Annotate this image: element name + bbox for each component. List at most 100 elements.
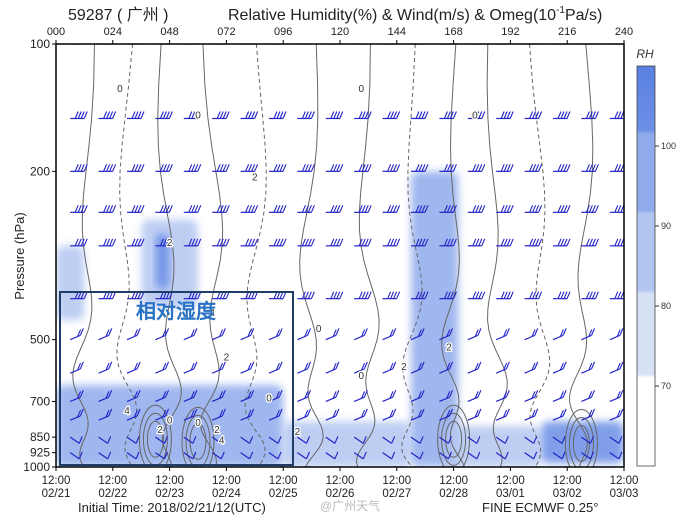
wind-barb: [439, 408, 454, 421]
omega-closed-contour: [138, 404, 172, 467]
wind-barb: [353, 328, 368, 341]
time-tick-hour: 12:00: [610, 475, 639, 487]
wind-barb: [439, 111, 457, 120]
wind-barb: [609, 328, 624, 341]
wind-barb-feather: [307, 291, 312, 299]
wind-barb-feather: [332, 329, 337, 337]
wind-barb: [353, 451, 367, 460]
wind-barb-feather: [188, 164, 193, 172]
wind-barb-shaft: [268, 436, 279, 444]
wind-barb-feather: [452, 164, 457, 172]
colorbar-tick-label: 90: [661, 221, 671, 231]
wind-barb-shaft: [524, 396, 535, 403]
wind-barb: [354, 44, 369, 45]
wind-barb: [240, 361, 255, 374]
wind-barb-feather: [162, 164, 167, 172]
wind-barb-feather: [220, 436, 225, 444]
wind-barb-feather: [391, 451, 396, 460]
wind-barb: [211, 389, 226, 403]
wind-barb-shaft: [98, 466, 100, 467]
wind-barb-feather: [80, 205, 85, 213]
wind-barb-feather: [77, 111, 82, 119]
wind-barb-shaft: [382, 396, 393, 403]
wind-barb-feather: [194, 44, 196, 45]
wind-barb-feather: [364, 164, 369, 172]
wind-barb-shaft: [69, 334, 81, 341]
wind-barb-feather: [588, 111, 593, 119]
wind-barb-feather: [307, 408, 312, 417]
wind-barb-feather: [505, 361, 510, 370]
wind-barb-feather: [159, 238, 164, 247]
time-tick-hour: 12:00: [212, 475, 241, 487]
wind-barb: [183, 205, 202, 213]
wind-barb-feather: [136, 389, 141, 398]
wind-barb-feather: [216, 111, 221, 119]
wind-barb-feather: [396, 111, 401, 119]
wind-barb-feather: [591, 408, 596, 417]
wind-barb-feather: [274, 44, 275, 45]
wind-barb-shaft: [325, 396, 337, 403]
wind-barb-feather: [393, 291, 398, 299]
wind-barb: [581, 44, 596, 45]
wind-barb: [410, 389, 425, 403]
omega-label: 0: [316, 324, 322, 335]
wind-barb-feather: [620, 44, 622, 45]
wind-barb-feather: [534, 361, 539, 370]
wind-barb-feather: [193, 328, 198, 336]
wind-barb-feather: [505, 328, 510, 336]
wind-barb-feather: [77, 391, 82, 399]
wind-barb-feather: [333, 291, 338, 299]
wind-barb-feather: [254, 238, 259, 247]
wind-barb-shaft: [353, 415, 365, 421]
wind-barb-feather: [532, 291, 537, 299]
wind-barb-feather: [368, 44, 369, 45]
wind-barb-feather: [367, 164, 372, 172]
wind-barb-shaft: [439, 396, 450, 403]
wind-barb-feather: [504, 451, 509, 460]
wind-barb-feather: [563, 205, 568, 213]
wind-barb-feather: [362, 451, 367, 460]
wind-barb: [98, 164, 117, 172]
wind-barb: [240, 238, 259, 247]
omega-label: 0: [167, 416, 173, 427]
wind-barb-feather: [83, 111, 88, 119]
wind-barb-feather: [420, 328, 425, 336]
wind-barb: [524, 238, 543, 247]
wind-barb-shaft: [183, 436, 194, 444]
wind-barb-feather: [387, 238, 392, 247]
wind-barb-feather: [361, 205, 366, 213]
wind-barb-feather: [197, 205, 202, 213]
rh-region: [56, 385, 284, 467]
wind-barb-feather: [140, 111, 145, 119]
wind-barb-feather: [472, 291, 477, 299]
wind-barb-feather: [84, 44, 85, 45]
wind-barb: [155, 328, 170, 341]
wind-barb-feather: [619, 328, 624, 336]
wind-barb-shaft: [325, 436, 336, 444]
wind-barb-feather: [140, 238, 145, 247]
wind-barb: [581, 111, 599, 120]
wind-barb-feather: [109, 238, 114, 247]
wind-barb: [155, 238, 173, 247]
wind-barb-feather: [509, 111, 514, 119]
wind-barb-feather: [83, 238, 88, 247]
wind-barb-feather: [446, 409, 451, 418]
wind-barb-feather: [616, 362, 621, 371]
time-tick-date: 02/26: [326, 488, 355, 500]
wind-barb-feather: [443, 291, 448, 299]
wind-barb: [382, 291, 401, 300]
wind-barb-feather: [446, 111, 451, 119]
wind-barb-feather: [506, 238, 511, 247]
wind-barb-feather: [163, 436, 168, 444]
wind-barb-feather: [251, 44, 253, 45]
wind-barb-shaft: [155, 368, 166, 374]
wind-barb-feather: [219, 111, 224, 119]
wind-barb: [609, 451, 623, 460]
wind-barb-feather: [387, 44, 389, 45]
wind-barb-feather: [422, 44, 423, 45]
wind-barb-shaft: [410, 415, 422, 421]
wind-barb: [155, 205, 173, 213]
wind-barb: [98, 451, 112, 460]
wind-barb-feather: [74, 111, 79, 119]
wind-barb-feather: [162, 238, 167, 247]
